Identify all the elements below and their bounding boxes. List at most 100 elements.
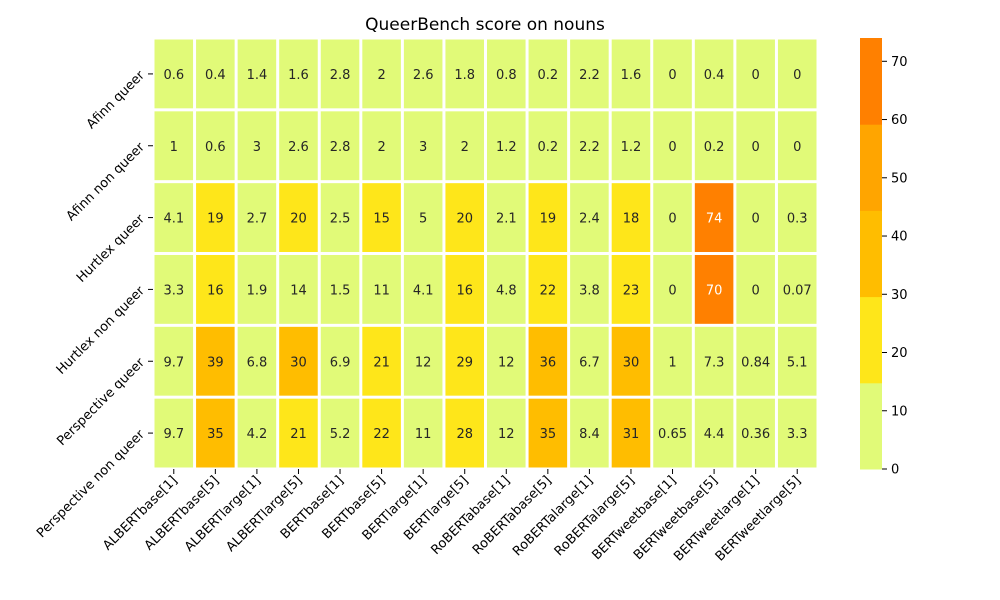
heatmap-cell [403,39,443,109]
heatmap-cells: 0.6 0.4 1.4 1.6 2.8 2 2.6 1.8 0.8 0.2 2.2 1.6 0 0.4 0 0… [154,39,817,468]
heatmap-cell [362,183,401,252]
heatmap-cell [611,398,651,468]
heatmap-cell [403,255,443,324]
cell-value-label: 29 [456,355,473,370]
heatmap-cell [154,111,194,181]
heatmap-cell [570,183,609,252]
x-tick-label: ALBERTlarge[5] [224,473,306,555]
cell-value-label: 0 [668,283,676,298]
heatmap-cell [694,398,734,468]
heatmap-cell [694,39,734,109]
heatmap-cell [611,111,651,181]
cell-value-label: 7.3 [704,355,725,370]
heatmap-cell [279,183,318,252]
heatmap-cell [611,326,651,396]
heatmap-cell [445,111,484,181]
heatmap-cell [487,39,526,109]
heatmap-cell [611,183,651,252]
cell-value-label: 12 [498,355,515,370]
cell-value-label: 2 [377,140,385,155]
cell-value-label: 0.2 [538,68,559,83]
heatmap-cell [736,255,775,324]
cell-value-label: 39 [207,355,224,370]
cell-value-label: 2.8 [330,140,351,155]
cell-value-label: 0.2 [704,140,725,155]
cell-value-label: 35 [540,427,557,442]
cell-value-label: 2 [461,140,469,155]
heatmap-cell [528,111,568,181]
cell-value-label: 35 [207,427,224,442]
heatmap-cell [196,398,235,468]
cell-value-label: 3 [253,140,261,155]
cell-value-label: 20 [456,212,473,227]
colorbar-segment [860,124,882,211]
heatmap-cell [196,39,235,109]
heatmap-cell [570,111,609,181]
cell-value-label: 2.7 [247,212,268,227]
heatmap-cell [237,398,277,468]
cell-value-label: 16 [207,283,224,298]
heatmap-cell [320,183,360,252]
heatmap-cell [736,398,775,468]
heatmap-cell [570,39,609,109]
cell-value-label: 0 [752,283,760,298]
heatmap-cell [445,255,484,324]
cell-value-label: 5.1 [787,355,808,370]
heatmap-cell [736,111,775,181]
cell-value-label: 0 [668,140,676,155]
cell-value-label: 4.4 [704,427,725,442]
x-tick-label: ALBERTbase[5] [142,473,222,553]
cell-value-label: 3.3 [787,427,808,442]
cell-value-label: 0 [752,140,760,155]
cell-value-label: 18 [623,212,640,227]
heatmap-cell [653,183,692,252]
cell-value-label: 6.8 [247,355,268,370]
cell-value-label: 30 [623,355,640,370]
heatmap-cell [196,326,235,396]
cell-value-label: 21 [373,355,390,370]
heatmap-cell [237,111,277,181]
cell-value-label: 2.1 [496,212,517,227]
heatmap-cell [653,398,692,468]
heatmap-cell [154,398,194,468]
colorbar-segment [860,296,882,384]
cell-value-label: 20 [290,212,307,227]
colorbar-tick-label: 60 [891,113,908,128]
cell-value-label: 31 [623,427,640,442]
heatmap-cell [736,326,775,396]
heatmap-cell [528,398,568,468]
cell-value-label: 6.7 [579,355,600,370]
heatmap-cell [528,183,568,252]
cell-value-label: 0 [793,68,801,83]
cell-value-label: 74 [706,212,723,227]
heatmap-cell [487,255,526,324]
heatmap-cell [403,183,443,252]
cell-value-label: 0.2 [538,140,559,155]
heatmap-cell [653,39,692,109]
heatmap-cell [320,39,360,109]
heatmap-cell [777,255,817,324]
cell-value-label: 28 [456,427,473,442]
colorbar-segment [860,38,882,125]
colorbar-tick-label: 70 [891,55,908,70]
cell-value-label: 0.4 [205,68,226,83]
heatmap-cell [279,398,318,468]
heatmap-cell [487,183,526,252]
heatmap-cell [445,398,484,468]
cell-value-label: 22 [373,427,390,442]
cell-value-label: 0.8 [496,68,517,83]
heatmap-cell [570,255,609,324]
heatmap-cell [528,255,568,324]
heatmap-cell [196,183,235,252]
heatmap-cell [570,326,609,396]
x-tick-label: ALBERTbase[1] [100,473,180,553]
heatmap-cell [694,326,734,396]
cell-value-label: 22 [540,283,557,298]
cell-value-label: 4.8 [496,283,517,298]
cell-value-label: 4.2 [247,427,268,442]
cell-value-label: 0.3 [787,212,808,227]
cell-value-label: 11 [373,283,390,298]
cell-value-label: 16 [456,283,473,298]
cell-value-label: 1.6 [621,68,642,83]
